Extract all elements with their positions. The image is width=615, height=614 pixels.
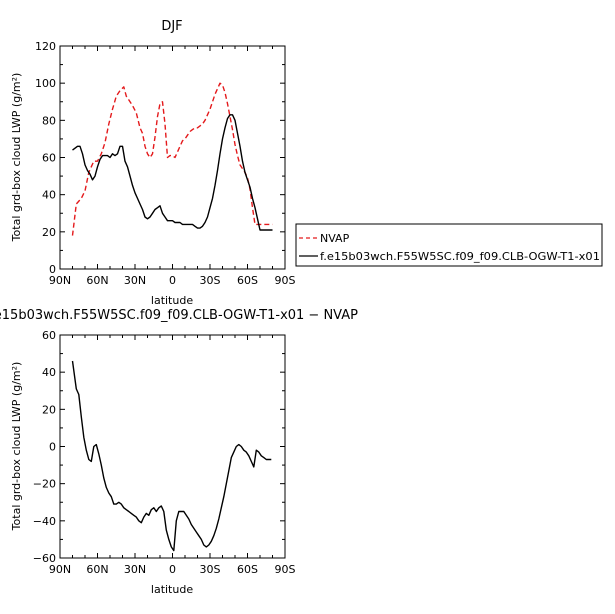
top-axes: 90N 60N 30N 0 30S 60S 90S 0 20 40 60 80 100 120: [35, 40, 296, 287]
top-y-tick-label: 100: [35, 77, 56, 90]
top-x-tick-label: 60N: [86, 274, 108, 287]
legend-label-model: f.e15b03wch.F55W5SC.f09_f09.CLB-OGW-T1-x…: [320, 250, 600, 263]
bottom-y-tick-label: 60: [42, 329, 56, 342]
bottom-x-tick-label: 30N: [124, 563, 146, 576]
top-x-tick-label: 60S: [237, 274, 258, 287]
bottom-y-tick-label: 0: [49, 441, 56, 454]
top-x-axis-label: latitude: [151, 294, 193, 307]
top-x-tick-label: 30S: [200, 274, 221, 287]
legend: NVAP f.e15b03wch.F55W5SC.f09_f09.CLB-OGW…: [295, 223, 603, 267]
top-y-tick-label: 120: [35, 40, 56, 53]
top-y-tick-label: 40: [42, 189, 56, 202]
bottom-y-tick-label: 40: [42, 366, 56, 379]
bottom-x-tick-label: 60N: [86, 563, 108, 576]
bottom-panel-title: f.e15b03wch.F55W5SC.f09_f09.CLB-OGW-T1-x…: [0, 308, 358, 323]
bottom-series-line-0: [71, 360, 272, 552]
top-y-tick-label: 20: [42, 226, 56, 239]
top-panel: DJF 90N 60N 30N 0 30S 60S 90S 0 20 40 60 80 100 120 l…: [10, 19, 296, 307]
bottom-x-tick-label: 90S: [275, 563, 296, 576]
bottom-panel: f.e15b03wch.F55W5SC.f09_f09.CLB-OGW-T1-x…: [0, 308, 358, 596]
top-series-line-1: [72, 114, 273, 231]
bottom-x-tick-label: 30S: [200, 563, 221, 576]
top-x-tick-label: 90N: [49, 274, 71, 287]
bottom-y-axis-label: Total grd-box cloud LWP (g/m²): [10, 362, 23, 532]
top-series-line-0: [71, 82, 273, 236]
top-x-tick-label: 0: [169, 274, 176, 287]
top-y-tick-label: 60: [42, 152, 56, 165]
legend-box: [295, 223, 603, 267]
bottom-y-tick-label: 20: [42, 403, 56, 416]
bottom-y-tick-label: −40: [33, 515, 56, 528]
bottom-x-tick-label: 90N: [49, 563, 71, 576]
bottom-x-axis-label: latitude: [151, 583, 193, 596]
top-plot-frame: [59, 45, 286, 270]
bottom-x-tick-label: 60S: [237, 563, 258, 576]
bottom-y-tick-label: −20: [33, 478, 56, 491]
bottom-y-tick-label: −60: [33, 552, 56, 565]
top-y-tick-label: 0: [49, 263, 56, 276]
bottom-axes: 90N 60N 30N 0 30S 60S 90S −60 −40 −20 0 20 40 60: [33, 329, 296, 576]
top-y-axis-label: Total grd-box cloud LWP (g/m²): [10, 73, 23, 243]
bottom-series: [71, 360, 272, 552]
top-panel-title: DJF: [161, 19, 182, 34]
bottom-x-tick-label: 0: [169, 563, 176, 576]
top-x-tick-label: 30N: [124, 274, 146, 287]
top-series: [71, 82, 273, 236]
legend-label-nvap: NVAP: [320, 232, 350, 245]
top-y-tick-label: 80: [42, 114, 56, 127]
top-x-tick-label: 90S: [275, 274, 296, 287]
